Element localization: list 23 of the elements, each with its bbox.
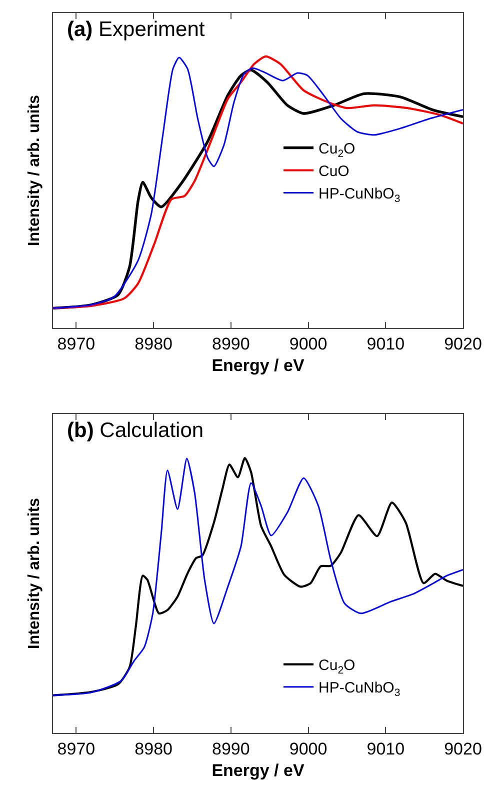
x-tick-label: 9020 xyxy=(444,740,482,758)
x-axis-title: Energy / eV xyxy=(212,760,305,780)
legend-label: HP-CuNbO$_{3}$ xyxy=(318,680,400,699)
chart-title: (b) Calculation xyxy=(67,419,204,442)
x-tick-label: 9000 xyxy=(289,334,328,354)
x-tick-label: 8990 xyxy=(212,334,250,354)
x-tick-label: 8970 xyxy=(57,740,96,758)
x-tick-label: 8980 xyxy=(134,334,172,354)
y-axis-title: Intensity / arb. units xyxy=(26,94,43,246)
legend-label: Cu$_{2}$O xyxy=(318,140,356,160)
chart-title: (a) Experiment xyxy=(67,18,205,41)
x-tick-label: 8970 xyxy=(57,334,96,354)
x-tick-label: 9020 xyxy=(444,334,482,354)
legend-label: Cu$_{2}$O xyxy=(318,657,356,676)
x-tick-label: 9010 xyxy=(366,334,405,354)
x-axis-title: Energy / eV xyxy=(212,356,305,375)
x-tick-label: 8980 xyxy=(134,740,172,758)
legend-label: CuO xyxy=(318,163,350,180)
x-tick-label: 9000 xyxy=(289,740,328,758)
legend-label: HP-CuNbO$_{3}$ xyxy=(318,186,400,205)
y-axis-title: Intensity / arb. units xyxy=(26,498,43,650)
x-tick-label: 9010 xyxy=(366,740,405,758)
x-tick-label: 8990 xyxy=(212,740,250,758)
